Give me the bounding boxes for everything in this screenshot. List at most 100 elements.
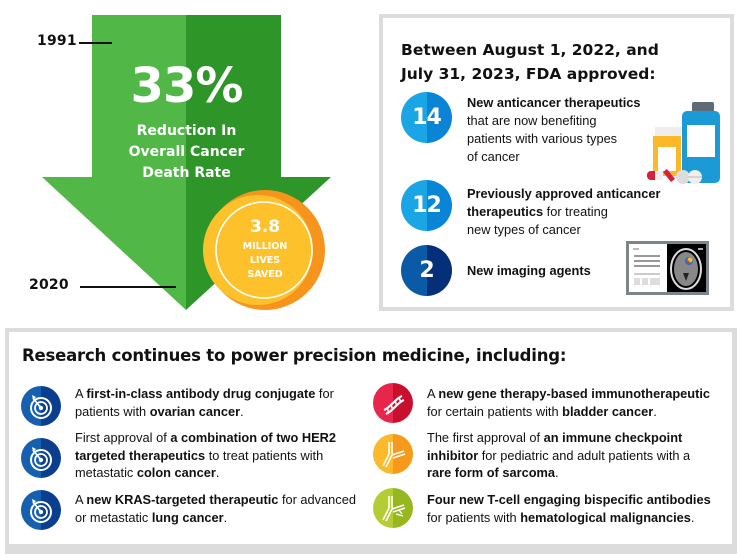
count-badge-12: 12 <box>401 180 452 231</box>
highlight-text: ovarian cancer <box>149 403 241 419</box>
count-number: 12 <box>412 193 442 218</box>
highlight-text: targeted therapeutics <box>75 447 206 463</box>
body-text: A <box>75 386 87 401</box>
fda-item-line: that are now benefiting <box>467 113 597 128</box>
brain-scan-icon <box>626 241 709 295</box>
body-text: . <box>215 465 220 480</box>
highlight-text: rare form of sarcoma <box>427 465 556 480</box>
fda-item-inline: for treating <box>543 204 608 219</box>
research-panel-title: Research continues to power precision me… <box>22 346 567 365</box>
research-item-line: targeted therapeutics to treat patients … <box>75 447 336 465</box>
year-start-label: 1991 <box>37 33 77 49</box>
antibody-icon <box>373 434 413 474</box>
target-icon <box>21 386 61 426</box>
body-text: . <box>223 509 228 525</box>
body-text: . <box>653 403 657 419</box>
body-text: or metastatic <box>75 509 152 525</box>
badge-right-half <box>426 245 452 296</box>
research-item-line: for certain patients with bladder cancer… <box>427 403 710 421</box>
medicine-bottles-icon <box>647 102 720 184</box>
year-end-line <box>80 286 176 288</box>
count-badge-14: 14 <box>401 92 452 143</box>
research-item-line: inhibitor for pediatric and adult patien… <box>427 447 690 465</box>
body-text: A <box>75 492 87 507</box>
fda-item-description: New imaging agents <box>467 262 591 280</box>
research-item: The first approval of an immune checkpoi… <box>427 429 690 482</box>
count-number: 2 <box>419 258 434 283</box>
research-item-line: A first-in-class antibody drug conjugate… <box>75 385 334 403</box>
bispecific-glyph <box>382 496 406 522</box>
reduction-line: Overall Cancer <box>128 144 245 160</box>
body-text: to treat patients with <box>205 447 324 463</box>
arrow-left-half <box>42 15 186 310</box>
coin-yellow <box>203 195 313 305</box>
body-text: metastatic <box>75 465 137 480</box>
target-icon <box>21 490 61 530</box>
highlight-text: first-in-class antibody drug conjugate <box>86 386 316 401</box>
research-item: A first-in-class antibody drug conjugate… <box>75 385 334 420</box>
count-badge-2: 2 <box>401 245 452 296</box>
fda-panel-title: Between August 1, 2022, and July 31, 202… <box>401 38 721 86</box>
fda-item-description: Previously approved anticancer therapeut… <box>467 185 660 239</box>
fda-item-description: New anticancer therapeutics that are now… <box>467 94 641 166</box>
fda-title-line: July 31, 2023, FDA approved: <box>401 65 656 83</box>
reduction-description: Reduction In Overall Cancer Death Rate <box>92 121 281 184</box>
highlight-text: hematological malignancies <box>520 509 691 525</box>
research-item-line: Four new T-cell engaging bispecific anti… <box>427 491 711 509</box>
research-item-line: or metastatic lung cancer. <box>75 509 356 527</box>
research-item-line: A new gene therapy-based immunotherapeut… <box>427 385 710 403</box>
body-text: . <box>555 465 559 480</box>
body-text: patients with <box>75 403 150 419</box>
body-text: . <box>690 509 695 525</box>
badge-left-half <box>401 180 427 231</box>
fda-item-line: patients with various types <box>467 131 618 146</box>
fda-item-bold: New imaging agents <box>467 263 591 278</box>
highlight-text: Four new T-cell engaging bispecific anti… <box>427 492 711 507</box>
body-text: for patients with <box>427 509 521 525</box>
fda-item-line: new types of cancer <box>467 222 581 237</box>
research-item-line: metastatic colon cancer. <box>75 464 336 482</box>
body-text: A <box>427 386 439 401</box>
research-item: First approval of a combination of two H… <box>75 429 336 482</box>
research-item: A new KRAS-targeted therapeutic for adva… <box>75 491 356 526</box>
research-item-line: rare form of sarcoma. <box>427 464 690 482</box>
badge-left-half <box>401 245 427 296</box>
reduction-line: Death Rate <box>142 165 231 181</box>
fda-title-line: Between August 1, 2022, and <box>401 41 659 59</box>
research-item: Four new T-cell engaging bispecific anti… <box>427 491 711 526</box>
highlight-text: an immune checkpoint <box>543 430 683 445</box>
fda-approvals-panel: Between August 1, 2022, and July 31, 202… <box>379 14 734 311</box>
research-item-line: for patients with hematological malignan… <box>427 509 711 527</box>
body-text: for pediatric and adult patients with a <box>478 447 691 463</box>
dna-icon <box>373 383 413 423</box>
body-text: for <box>315 386 334 401</box>
highlight-text: new gene therapy-based immunotherapeutic <box>438 386 711 401</box>
research-item-line: A new KRAS-targeted therapeutic for adva… <box>75 491 356 509</box>
year-end-label: 2020 <box>29 277 69 293</box>
research-item-line: patients with ovarian cancer. <box>75 403 334 421</box>
research-item-line: First approval of a combination of two H… <box>75 429 336 447</box>
body-text: for certain patients with <box>427 403 563 419</box>
target-glyph <box>30 395 52 419</box>
target-glyph <box>30 447 52 471</box>
dna-glyph <box>383 394 405 416</box>
fda-item-bold: New anticancer therapeutics <box>467 95 641 110</box>
highlight-text: new KRAS-targeted therapeutic <box>86 492 279 507</box>
badge-left-half <box>401 92 427 143</box>
lives-saved-coin <box>203 190 325 310</box>
highlight-text: colon cancer <box>136 465 216 480</box>
research-item-line: The first approval of an immune checkpoi… <box>427 429 690 447</box>
target-icon <box>21 438 61 478</box>
antibody-glyph <box>382 442 406 468</box>
fda-item-bold: therapeutics <box>467 204 544 219</box>
lives-saved-label: MILLION LIVES SAVED <box>215 240 315 282</box>
reduction-percent: 33% <box>130 58 244 114</box>
research-panel-inner <box>9 332 732 544</box>
highlight-text: lung cancer <box>151 509 224 525</box>
lives-saved-line: SAVED <box>247 269 283 280</box>
highlight-text: bladder cancer <box>562 403 654 419</box>
death-rate-arrow <box>42 15 331 310</box>
lives-saved-line: LIVES <box>249 255 281 266</box>
lives-saved-line: MILLION <box>242 241 288 252</box>
coin-inner-ring <box>215 201 313 299</box>
